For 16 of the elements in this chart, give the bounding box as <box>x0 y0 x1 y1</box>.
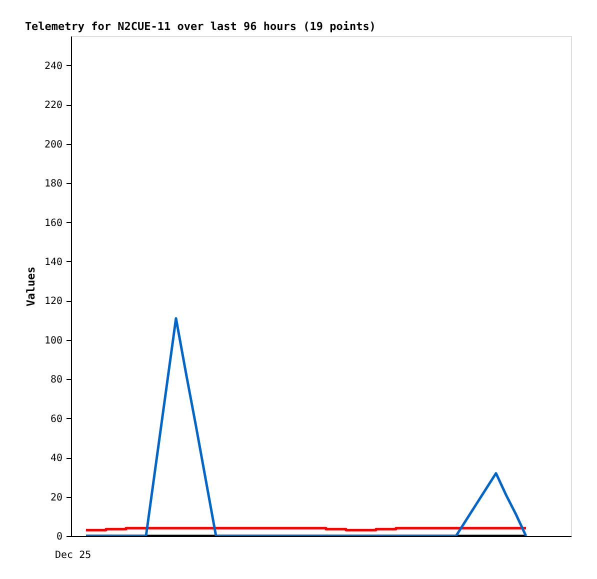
y-axis-title: Values <box>24 266 38 306</box>
y-tick-label: 40 <box>50 453 62 464</box>
y-tick-label: 20 <box>50 492 62 504</box>
y-tick-label: 0 <box>56 532 62 542</box>
y-tick-label: 160 <box>44 218 62 229</box>
y-tick-label: 180 <box>44 178 62 190</box>
y-tick-label: 200 <box>44 139 62 150</box>
y-tick-label: 80 <box>50 374 62 386</box>
y-tick-label: 140 <box>44 256 62 268</box>
chart-title: Telemetry for N2CUE-11 over last 96 hours (19 points) <box>24 20 376 33</box>
y-tick-label: 100 <box>44 335 62 346</box>
y-tick-label: 220 <box>44 100 62 112</box>
y-tick-label: 240 <box>44 60 62 72</box>
y-tick-label: 120 <box>44 296 62 308</box>
text: Dec 25 <box>55 550 92 561</box>
y-tick-label: 60 <box>50 414 62 425</box>
